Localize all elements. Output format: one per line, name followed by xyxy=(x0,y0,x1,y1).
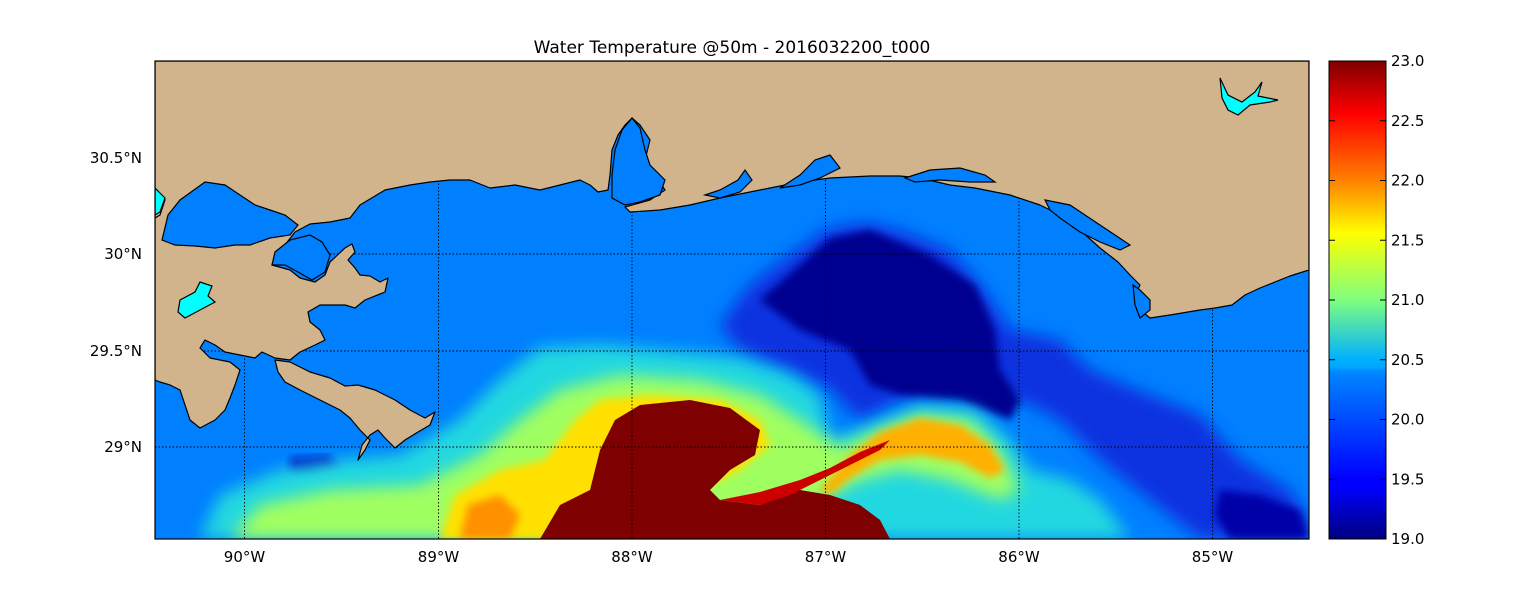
apalachicola-bay xyxy=(1132,283,1151,319)
warm-core-edge xyxy=(720,440,890,505)
lon-label: 86°W xyxy=(998,548,1040,566)
lakes xyxy=(155,77,1279,319)
lake-west-edge xyxy=(155,187,166,216)
lat-label: 29.5°N xyxy=(90,342,142,360)
warm-patch-south xyxy=(460,495,520,539)
cold-pool-east xyxy=(1215,490,1309,539)
lat-label: 30°N xyxy=(104,245,142,263)
land-coastline xyxy=(155,61,1309,429)
colorbar: 19.0 19.5 20.0 20.5 21.0 21.5 22.0 22.5 23.0 xyxy=(1328,52,1424,548)
colorbar-tick-label: 19.5 xyxy=(1391,470,1424,488)
lake-pontchartrain xyxy=(161,181,299,249)
lon-label: 89°W xyxy=(418,548,460,566)
map-area xyxy=(155,61,1309,539)
warm-core xyxy=(540,400,890,539)
choctawhatchee-bay xyxy=(903,167,997,183)
lat-label: 29°N xyxy=(104,438,142,456)
colorbar-tick-label: 19.0 xyxy=(1391,530,1424,548)
temperature-field xyxy=(200,222,1309,539)
lon-label: 85°W xyxy=(1192,548,1234,566)
warm-band-front xyxy=(820,418,1005,495)
lon-axis-labels: 90°W 89°W 88°W 87°W 86°W 85°W xyxy=(224,548,1234,566)
land-delta-east xyxy=(274,359,436,461)
lon-label: 90°W xyxy=(224,548,266,566)
perdido-bay xyxy=(702,168,753,199)
colorbar-tick-label: 23.0 xyxy=(1391,52,1424,70)
lake-borgne xyxy=(271,234,331,281)
lake-maurepas xyxy=(177,281,217,319)
colorbar-ticks: 19.0 19.5 20.0 20.5 21.0 21.5 22.0 22.5 23.0 xyxy=(1329,52,1424,548)
inland-water xyxy=(161,117,1151,319)
lon-label: 88°W xyxy=(611,548,653,566)
map-frame xyxy=(154,60,1310,540)
lat-axis-labels: 30.5°N 30°N 29.5°N 29°N xyxy=(90,149,142,456)
pensacola-bay xyxy=(779,154,841,189)
colorbar-tick-label: 20.0 xyxy=(1391,411,1424,429)
colorbar-tick-label: 20.5 xyxy=(1391,351,1424,369)
colorbar-gradient xyxy=(1328,60,1387,540)
map-title: Water Temperature @50m - 2016032200_t000 xyxy=(534,38,931,58)
colorbar-tick-label: 22.5 xyxy=(1391,112,1424,130)
lake-northeast xyxy=(1219,77,1279,116)
colorbar-tick-label: 22.0 xyxy=(1391,172,1424,190)
st-andrew-bay xyxy=(1043,199,1132,251)
mobile-bay xyxy=(611,117,666,206)
colorbar-tick-label: 21.0 xyxy=(1391,291,1424,309)
colorbar-tick-label: 21.5 xyxy=(1391,231,1424,249)
lon-label: 87°W xyxy=(805,548,847,566)
cold-pool-core xyxy=(760,230,1020,420)
lat-label: 30.5°N xyxy=(90,149,142,167)
